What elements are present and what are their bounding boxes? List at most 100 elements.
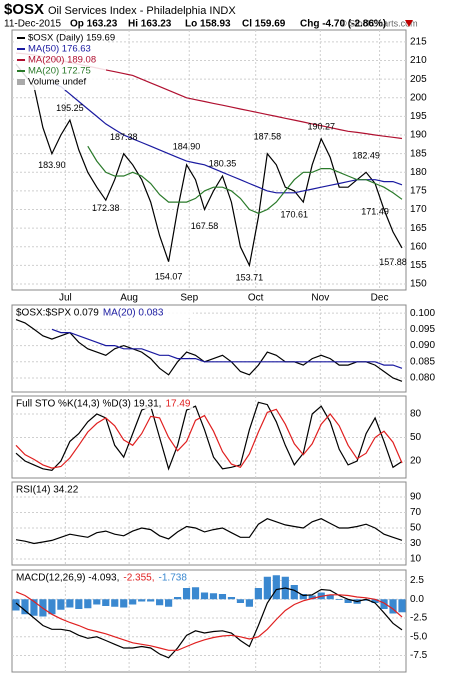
histogram-bar: [12, 599, 20, 611]
series-line: [15, 401, 403, 472]
low: Lo 158.93: [185, 19, 231, 30]
price-annotation: 180.35: [209, 158, 237, 168]
y-tick-label: 90: [410, 492, 422, 503]
histogram-bar: [111, 599, 119, 607]
y-tick-label: 200: [410, 92, 427, 103]
legend-label: RSI(14) 34.22: [16, 485, 79, 496]
price-annotation: 183.90: [38, 160, 66, 170]
y-tick-label: -7.5: [410, 650, 428, 661]
histogram-bar: [200, 592, 209, 600]
y-tick-label: 190: [410, 130, 427, 141]
legend-label: $OSX:$SPX 0.079: [16, 308, 99, 319]
y-tick-label: 50: [410, 523, 422, 534]
y-tick-label: 215: [410, 37, 427, 48]
legend-box: [13, 397, 193, 409]
price-annotation: 187.58: [254, 131, 282, 141]
panel-frame: [11, 304, 407, 393]
down-arrow: [405, 20, 413, 27]
watermark: © StockCharts.com: [340, 18, 418, 28]
legend-label: MA(20) 0.083: [103, 308, 164, 319]
histogram-bar: [182, 588, 191, 600]
y-tick-label: 165: [410, 223, 427, 234]
histogram-bar: [263, 576, 271, 600]
legend-label: $OSX (Daily) 159.69: [28, 33, 115, 44]
y-tick-label: 10: [410, 554, 422, 565]
histogram-bar: [57, 599, 65, 610]
histogram-bar: [30, 599, 38, 616]
histogram-bar: [84, 599, 92, 609]
legend-label: MA(20) 172.75: [28, 66, 91, 77]
price-annotation: 172.38: [92, 203, 120, 213]
histogram-bar: [165, 599, 173, 607]
histogram-bar: [218, 594, 227, 600]
legend-swatch: [17, 79, 25, 85]
histogram-bar: [21, 599, 29, 615]
open: Op 163.23: [70, 19, 118, 30]
histogram-bar: [227, 597, 236, 600]
close: Cl 159.69: [242, 19, 286, 30]
y-tick-label: 50: [410, 432, 422, 443]
legend-box: [14, 32, 106, 90]
histogram-bar: [129, 599, 137, 605]
panel-frame: [11, 569, 407, 673]
histogram-bar: [93, 599, 101, 605]
symbol: $OSX: [4, 1, 44, 18]
y-tick-label: 80: [410, 409, 422, 420]
y-tick-label: 0.095: [410, 324, 435, 335]
change: Chg -4.70 (-2.86%): [300, 19, 386, 30]
price-annotation: 157.88: [379, 257, 407, 267]
x-tick-label: Sep: [180, 293, 198, 304]
histogram-bar: [75, 599, 83, 609]
x-tick-label: Jul: [59, 293, 72, 304]
x-tick-label: Oct: [248, 293, 264, 304]
histogram-bar: [254, 588, 262, 600]
histogram-bar: [173, 597, 182, 600]
y-tick-label: 170: [410, 204, 427, 215]
histogram-bar: [245, 599, 253, 607]
legend-label: Volume undef: [28, 77, 86, 88]
legend-box: [13, 483, 193, 495]
y-tick-label: 0.085: [410, 356, 435, 367]
histogram-bar: [326, 594, 334, 600]
histogram-bar: [290, 585, 298, 600]
y-tick-label: 0.100: [410, 308, 435, 319]
y-tick-label: -2.5: [410, 613, 428, 624]
histogram-bar: [335, 599, 343, 600]
legend-label: 17.49: [165, 399, 190, 410]
panel-frame: [11, 481, 407, 566]
legend-label: -2.355,: [123, 573, 154, 584]
histogram-bar: [147, 599, 155, 602]
histogram-bar: [389, 599, 397, 614]
panel-frame: [11, 395, 407, 479]
x-tick-label: Dec: [371, 293, 389, 304]
histogram-bar: [380, 599, 388, 609]
price-annotation: 190.27: [307, 121, 335, 131]
price-annotation: 184.90: [173, 141, 201, 151]
price-annotation: 167.58: [191, 221, 219, 231]
y-tick-label: 150: [410, 279, 427, 290]
legend-label: MA(200) 189.08: [28, 55, 96, 66]
x-tick-label: Aug: [120, 293, 138, 304]
histogram-bar: [66, 599, 74, 608]
price-annotation: 170.61: [281, 210, 309, 220]
y-tick-label: 205: [410, 74, 427, 85]
series-line: [15, 408, 403, 469]
legend-label: MACD(12,26,9) -4.093,: [16, 573, 119, 584]
legend-box: [13, 571, 193, 583]
histogram-bar: [156, 599, 164, 606]
y-tick-label: 0.0: [410, 594, 424, 605]
y-tick-label: 2.5: [410, 575, 424, 586]
legend-box: [13, 306, 193, 318]
histogram-bar: [138, 599, 146, 602]
histogram-bar: [120, 599, 128, 608]
histogram-bar: [191, 587, 200, 600]
y-tick-label: 0.090: [410, 340, 435, 351]
histogram-bar: [308, 595, 316, 600]
panel-frame: [11, 29, 407, 291]
y-tick-label: 155: [410, 260, 427, 271]
price-annotation: 195.25: [56, 103, 84, 113]
series-line: [15, 63, 403, 268]
y-tick-label: 0.080: [410, 373, 435, 384]
y-tick-label: 20: [410, 456, 422, 467]
index-name: Oil Services Index - Philadelphia INDX: [48, 5, 236, 17]
